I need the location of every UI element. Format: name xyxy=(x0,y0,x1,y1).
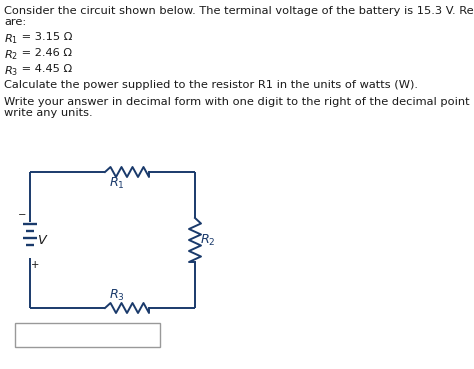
Text: +: + xyxy=(31,260,39,270)
Text: $R_2$: $R_2$ xyxy=(4,48,18,62)
Text: Calculate the power supplied to the resistor R1 in the units of watts (W).: Calculate the power supplied to the resi… xyxy=(4,80,418,90)
Text: are:: are: xyxy=(4,17,26,27)
Text: $R_3$: $R_3$ xyxy=(109,288,125,303)
Text: = 4.45 Ω: = 4.45 Ω xyxy=(18,64,72,74)
Text: Write your answer in decimal form with one digit to the right of the decimal poi: Write your answer in decimal form with o… xyxy=(4,97,474,107)
Text: $R_1$: $R_1$ xyxy=(4,32,18,46)
Text: = 2.46 Ω: = 2.46 Ω xyxy=(18,48,72,58)
Bar xyxy=(15,323,160,347)
Text: $R_3$: $R_3$ xyxy=(4,64,18,78)
Text: −: − xyxy=(18,210,26,220)
Text: write any units.: write any units. xyxy=(4,108,92,118)
Text: Consider the circuit shown below. The terminal voltage of the battery is 15.3 V.: Consider the circuit shown below. The te… xyxy=(4,6,474,16)
Text: $R_1$: $R_1$ xyxy=(109,176,125,191)
Text: = 3.15 Ω: = 3.15 Ω xyxy=(18,32,73,42)
Text: V: V xyxy=(38,234,47,246)
Text: $R_2$: $R_2$ xyxy=(200,232,216,248)
